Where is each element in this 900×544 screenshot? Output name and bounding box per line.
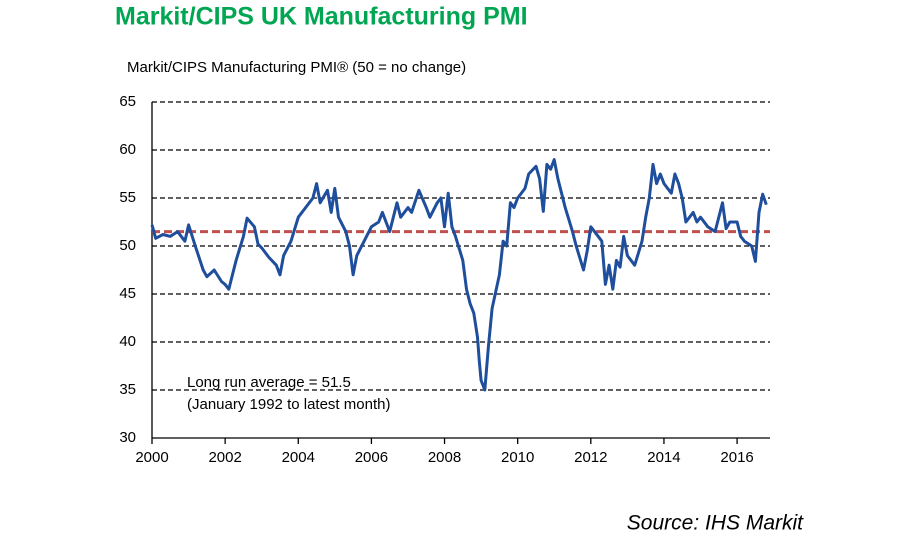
y-tick-label: 35 bbox=[119, 381, 136, 398]
annotation: (January 1992 to latest month) bbox=[187, 396, 390, 413]
annotation: Long run average = 51.5 bbox=[187, 374, 351, 391]
y-tick-label: 60 bbox=[119, 141, 136, 158]
x-tick-label: 2006 bbox=[355, 449, 388, 466]
x-tick-label: 2010 bbox=[501, 449, 534, 466]
x-tick-label: 2012 bbox=[574, 449, 607, 466]
y-tick-label: 45 bbox=[119, 285, 136, 302]
subtitle: Markit/CIPS Manufacturing PMI® (50 = no … bbox=[127, 59, 466, 76]
y-tick-label: 65 bbox=[119, 93, 136, 110]
x-tick-label: 2008 bbox=[428, 449, 461, 466]
data-line bbox=[150, 158, 768, 392]
y-tick-label: 55 bbox=[119, 189, 136, 206]
x-tick-label: 2014 bbox=[647, 449, 680, 466]
x-tick-label: 2016 bbox=[720, 449, 753, 466]
source: Source: IHS Markit bbox=[627, 512, 804, 535]
x-tick-label: 2004 bbox=[282, 449, 315, 466]
x-tick-label: 2002 bbox=[208, 449, 241, 466]
x-tick-label: 2000 bbox=[135, 449, 168, 466]
chart-title: Markit/CIPS UK Manufacturing PMI bbox=[115, 3, 528, 31]
y-tick-label: 30 bbox=[119, 429, 136, 446]
y-tick-label: 40 bbox=[119, 333, 136, 350]
y-tick-label: 50 bbox=[119, 237, 136, 254]
